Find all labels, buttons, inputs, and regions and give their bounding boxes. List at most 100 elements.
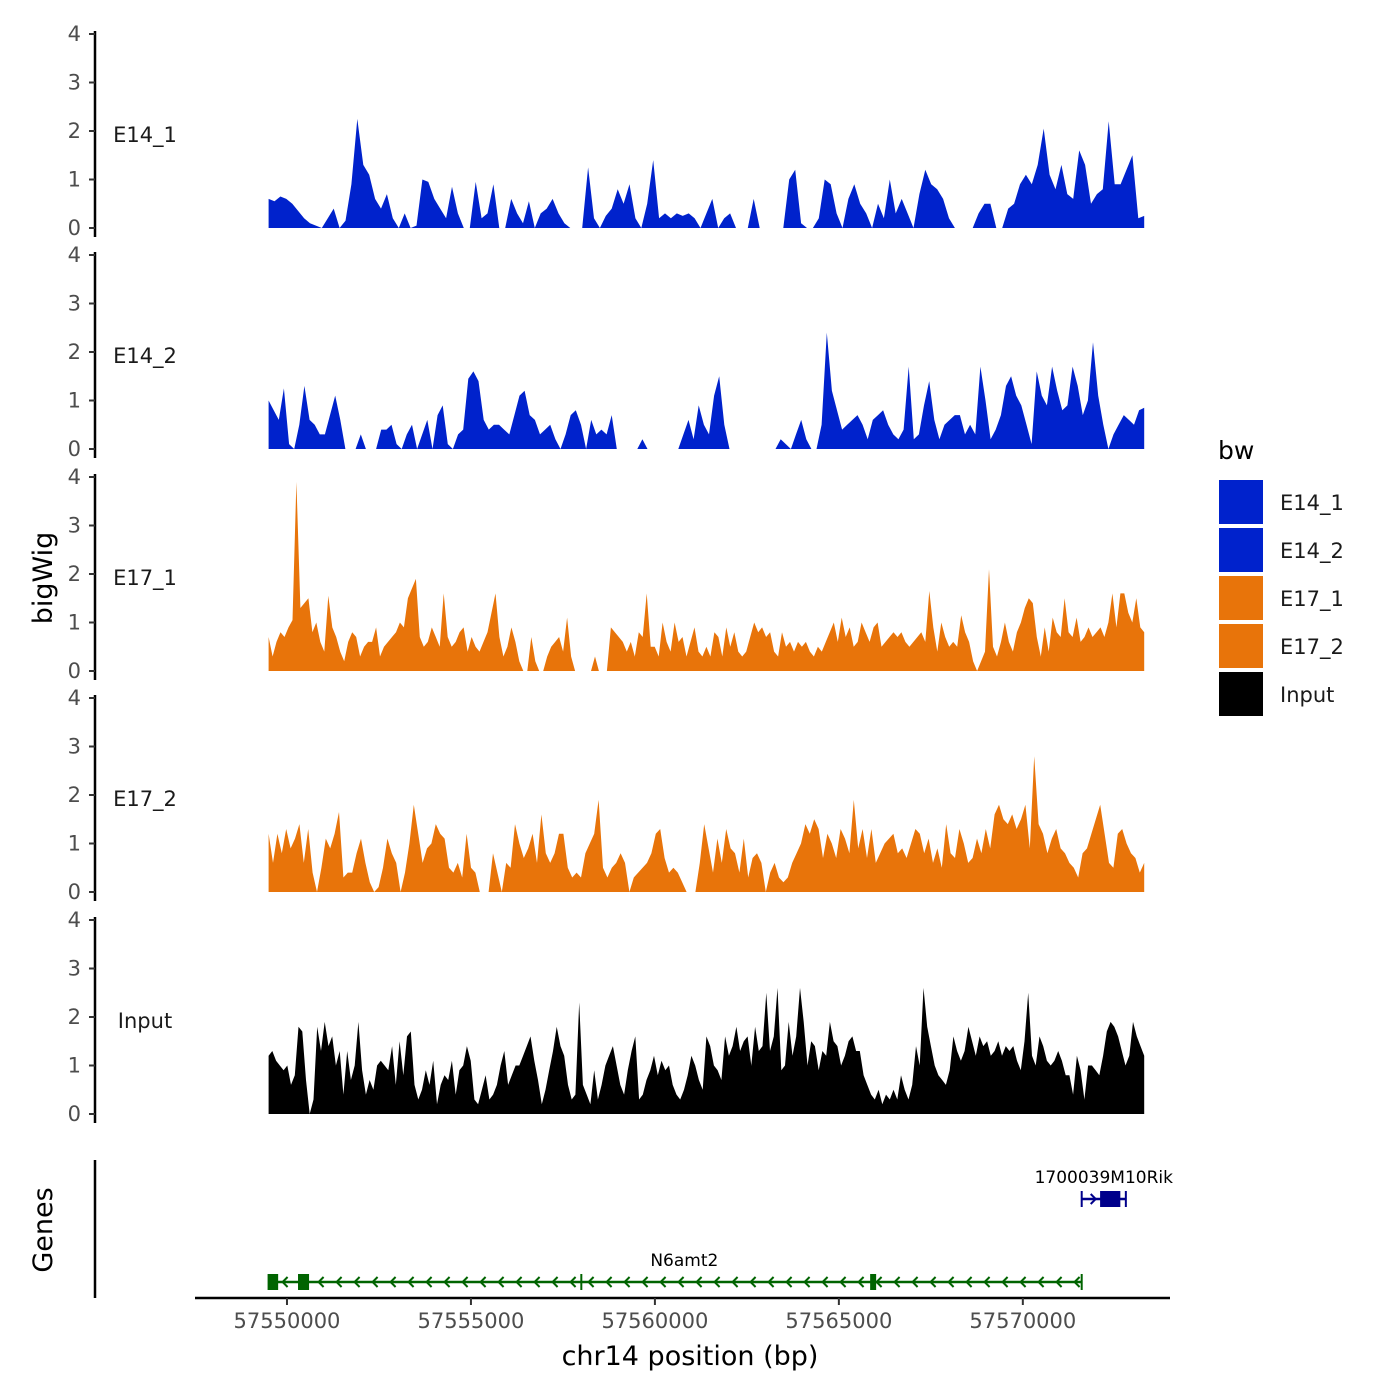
legend-swatch-Input	[1219, 672, 1263, 716]
y-tick-label: 2	[68, 119, 81, 143]
strand-arrow	[839, 1276, 847, 1288]
legend-label: E17_1	[1280, 587, 1344, 612]
y-axis-title: bigWig	[28, 532, 59, 625]
strand-arrow	[821, 1276, 829, 1288]
y-tick-label: 1	[68, 1054, 81, 1078]
strand-arrow	[605, 1276, 613, 1288]
signal-area-E14_1	[268, 118, 1145, 228]
strand-arrow	[551, 1276, 559, 1288]
strand-arrow	[407, 1276, 415, 1288]
x-axis: 57550000 57555000 57560000 57565000 57570000	[195, 1296, 1170, 1333]
x-tick-label: 57570000	[969, 1309, 1076, 1333]
track-label: E14_1	[113, 123, 177, 148]
legend-title: bw	[1218, 436, 1254, 465]
strand-arrow	[785, 1276, 793, 1288]
x-tick-label: 57550000	[234, 1309, 341, 1333]
strand-arrow	[857, 1276, 865, 1288]
y-tick-label: 3	[68, 957, 81, 981]
strand-arrow	[335, 1276, 343, 1288]
y-tick-label: 4	[68, 243, 81, 267]
x-tick-label: 57555000	[417, 1309, 524, 1333]
y-tick-label: 0	[68, 437, 81, 461]
strand-arrow	[623, 1276, 631, 1288]
signal-area-E14_2	[268, 332, 1145, 449]
strand-arrow	[371, 1276, 379, 1288]
y-tick-label: 4	[68, 686, 81, 710]
y-tick-label: 1	[68, 832, 81, 856]
track-label: E17_2	[113, 787, 177, 812]
strand-arrow	[569, 1276, 577, 1288]
strand-arrow	[353, 1276, 361, 1288]
gene-track: N6amt2 1700039M10Rik	[93, 1160, 1174, 1298]
strand-arrow	[767, 1276, 775, 1288]
track-E17_1: 0 1 2 3 4 E17_1	[68, 465, 1145, 683]
x-axis-title: chr14 position (bp)	[562, 1341, 819, 1372]
y-tick-label: 0	[68, 216, 81, 240]
track-label: Input	[118, 1009, 172, 1033]
y-tick-label: 0	[68, 880, 81, 904]
gene-exon	[298, 1274, 310, 1290]
gene-track-title: Genes	[28, 1187, 59, 1272]
y-tick-label: 0	[68, 659, 81, 683]
strand-arrow	[497, 1276, 505, 1288]
y-tick-label: 3	[68, 514, 81, 538]
gene-label: 1700039M10Rik	[1035, 1168, 1174, 1188]
strand-arrow	[713, 1276, 721, 1288]
gene-exon	[268, 1274, 279, 1290]
track-E14_2: 0 1 2 3 4 E14_2	[68, 243, 1145, 461]
strand-arrow	[1073, 1276, 1081, 1288]
y-tick-label: 2	[68, 1005, 81, 1029]
strand-arrow	[965, 1276, 973, 1288]
strand-arrow	[911, 1276, 919, 1288]
signal-area-Input	[268, 987, 1145, 1114]
y-tick-label: 3	[68, 71, 81, 95]
legend-label: E14_1	[1280, 491, 1344, 516]
y-tick-label: 3	[68, 735, 81, 759]
strand-arrow	[317, 1276, 325, 1288]
y-tick-label: 3	[68, 292, 81, 316]
signal-tracks: 0 1 2 3 4 E14_1 0 1 2 3 4 E14_2 0 1 2 3 4 E17_1 0 1 2 3 4 E17_2…	[68, 22, 1145, 1126]
signal-area-E17_2	[268, 756, 1145, 892]
track-label: E17_1	[113, 566, 177, 591]
legend-label: E17_2	[1280, 635, 1344, 660]
x-tick-label: 57560000	[601, 1309, 708, 1333]
strand-arrow	[533, 1276, 541, 1288]
gene-exon	[1100, 1191, 1121, 1207]
strand-arrow	[749, 1276, 757, 1288]
strand-arrow	[443, 1276, 451, 1288]
strand-arrow	[461, 1276, 469, 1288]
y-tick-label: 4	[68, 465, 81, 489]
strand-arrow	[947, 1276, 955, 1288]
strand-arrow	[1037, 1276, 1045, 1288]
strand-arrow	[875, 1276, 883, 1288]
legend: bw E14_1 E14_2 E17_1 E17_2 Input	[1218, 436, 1344, 716]
legend-swatch-E14_1	[1219, 480, 1263, 524]
legend-label: Input	[1280, 683, 1334, 707]
legend-swatch-E17_1	[1219, 576, 1263, 620]
strand-arrow	[1055, 1276, 1063, 1288]
strand-arrow	[695, 1276, 703, 1288]
legend-swatch-E17_2	[1219, 624, 1263, 668]
y-tick-label: 2	[68, 562, 81, 586]
track-Input: 0 1 2 3 4 Input	[68, 908, 1145, 1126]
y-tick-label: 0	[68, 1102, 81, 1126]
strand-arrow	[389, 1276, 397, 1288]
strand-arrow	[281, 1276, 289, 1288]
y-tick-label: 2	[68, 340, 81, 364]
y-tick-label: 1	[68, 168, 81, 192]
strand-arrow	[929, 1276, 937, 1288]
track-E17_2: 0 1 2 3 4 E17_2	[68, 686, 1145, 904]
y-tick-label: 1	[68, 389, 81, 413]
gene-1700039M10Rik: 1700039M10Rik	[1035, 1168, 1174, 1207]
strand-arrow	[425, 1276, 433, 1288]
strand-arrow	[1019, 1276, 1027, 1288]
strand-arrow	[515, 1276, 523, 1288]
strand-arrow	[983, 1276, 991, 1288]
strand-arrow	[1001, 1276, 1009, 1288]
gene-N6amt2: N6amt2	[267, 1251, 1083, 1290]
strand-arrow	[659, 1276, 667, 1288]
strand-arrow	[803, 1276, 811, 1288]
strand-arrow	[731, 1276, 739, 1288]
y-tick-label: 2	[68, 783, 81, 807]
